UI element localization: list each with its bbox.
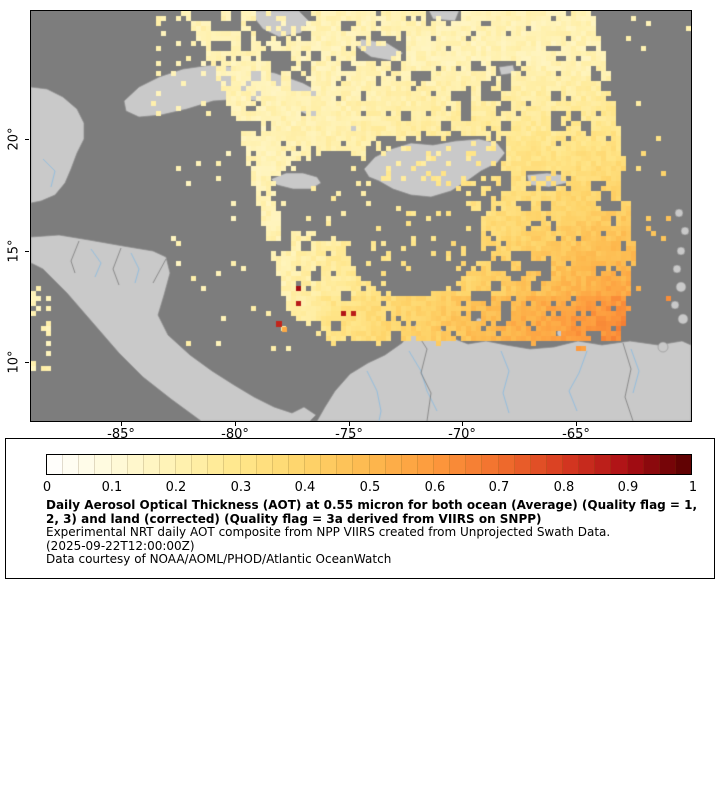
colorbar-segment bbox=[337, 455, 354, 474]
x-axis-tick bbox=[121, 422, 122, 426]
colorbar-segment bbox=[111, 455, 128, 474]
map-plot-area: -85° -80° -75° -70° -65° 20° 15° 10° bbox=[7, 10, 692, 442]
colorbar-tick-label: 0.8 bbox=[553, 480, 575, 495]
colorbar-segment bbox=[514, 455, 531, 474]
y-axis-tick bbox=[25, 251, 29, 252]
y-axis-tick bbox=[25, 362, 29, 363]
x-axis-tick bbox=[235, 422, 236, 426]
colorbar-tick-label: 0.2 bbox=[165, 480, 187, 495]
colorbar-segment bbox=[176, 455, 193, 474]
colorbar-tick-label: 0.4 bbox=[294, 480, 316, 495]
colorbar-segment bbox=[401, 455, 418, 474]
colorbar-segment bbox=[321, 455, 338, 474]
x-axis-tick bbox=[462, 422, 463, 426]
colorbar-segment bbox=[498, 455, 515, 474]
colorbar-tick-label: 0.1 bbox=[101, 480, 123, 495]
colorbar-segment bbox=[305, 455, 322, 474]
colorbar-segment bbox=[595, 455, 612, 474]
colorbar-tick-label: 0.5 bbox=[359, 480, 381, 495]
colorbar-tick-label: 0.3 bbox=[230, 480, 252, 495]
colorbar-segment bbox=[95, 455, 112, 474]
y-axis-tick-label: 20° bbox=[6, 127, 22, 151]
colorbar-segment bbox=[434, 455, 451, 474]
colorbar-segment bbox=[675, 455, 691, 474]
colorbar-segment bbox=[143, 455, 160, 474]
legend-title-line1: Daily Aerosol Optical Thickness (AOT) at… bbox=[46, 498, 698, 512]
colorbar-segment bbox=[369, 455, 386, 474]
legend-text-block: Daily Aerosol Optical Thickness (AOT) at… bbox=[46, 498, 698, 567]
colorbar-segment bbox=[192, 455, 209, 474]
colorbar-segment bbox=[272, 455, 289, 474]
colorbar-segment bbox=[159, 455, 176, 474]
colorbar-segment bbox=[466, 455, 483, 474]
colorbar-segment bbox=[240, 455, 257, 474]
legend-description: Experimental NRT daily AOT composite fro… bbox=[46, 525, 611, 539]
colorbar-segment bbox=[208, 455, 225, 474]
colorbar-segment bbox=[256, 455, 273, 474]
colorbar-segment bbox=[643, 455, 660, 474]
colorbar-tick-label: 0.9 bbox=[617, 480, 639, 495]
colorbar-segment bbox=[417, 455, 434, 474]
colorbar-segment bbox=[579, 455, 596, 474]
legend-title-line2: 2, 3) and land (corrected) (Quality flag… bbox=[46, 511, 542, 526]
y-axis-tick bbox=[25, 139, 29, 140]
map-canvas bbox=[30, 10, 692, 422]
y-axis-tick-label: 10° bbox=[6, 350, 22, 374]
colorbar-tick-label: 1 bbox=[688, 480, 698, 495]
colorbar-segment bbox=[611, 455, 628, 474]
x-axis-tick bbox=[349, 422, 350, 426]
colorbar-segment bbox=[47, 455, 64, 474]
colorbar-segment bbox=[530, 455, 547, 474]
legend-credit: Data courtesy of NOAA/AOML/PHOD/Atlantic… bbox=[46, 552, 392, 566]
colorbar-segment bbox=[353, 455, 370, 474]
colorbar-segment bbox=[224, 455, 241, 474]
colorbar-tick-label: 0.7 bbox=[488, 480, 510, 495]
colorbar-segment bbox=[627, 455, 644, 474]
colorbar-segment bbox=[79, 455, 96, 474]
colorbar-segment bbox=[450, 455, 467, 474]
colorbar bbox=[46, 454, 692, 475]
legend-panel: 0 0.1 0.2 0.3 0.4 0.5 0.6 0.7 0.8 0.9 1 … bbox=[5, 438, 715, 579]
colorbar-tick-label: 0.6 bbox=[424, 480, 446, 495]
legend-timestamp: (2025-09-22T12:00:00Z) bbox=[46, 538, 195, 553]
colorbar-segment bbox=[127, 455, 144, 474]
colorbar-segment bbox=[546, 455, 563, 474]
colorbar-segment bbox=[385, 455, 402, 474]
x-axis-tick bbox=[576, 422, 577, 426]
colorbar-segment bbox=[288, 455, 305, 474]
colorbar-segment bbox=[659, 455, 676, 474]
colorbar-segment bbox=[63, 455, 80, 474]
colorbar-segment bbox=[482, 455, 499, 474]
colorbar-tick-label: 0 bbox=[42, 480, 52, 495]
colorbar-segment bbox=[563, 455, 580, 474]
y-axis-tick-label: 15° bbox=[6, 239, 22, 263]
